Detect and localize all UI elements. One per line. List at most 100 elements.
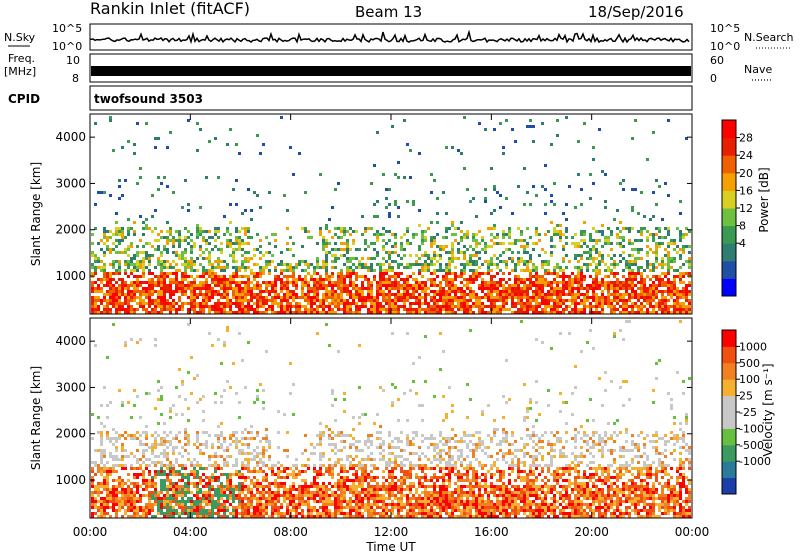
heatmap-cell: [193, 476, 196, 479]
heatmap-cell: [406, 296, 409, 299]
heatmap-cell: [298, 494, 301, 497]
heatmap-cell: [277, 485, 280, 488]
heatmap-cell: [484, 248, 487, 251]
heatmap-cell: [169, 287, 172, 290]
heatmap-cell: [217, 479, 220, 482]
heatmap-cell: [175, 491, 178, 494]
nave-tick-bottom: 0: [710, 72, 717, 85]
heatmap-cell: [415, 302, 418, 305]
heatmap-cell: [526, 263, 529, 266]
heatmap-cell: [166, 275, 169, 278]
heatmap-cell: [313, 494, 316, 497]
heatmap-cell: [547, 272, 550, 275]
heatmap-cell: [562, 278, 565, 281]
heatmap-cell: [343, 263, 346, 266]
heatmap-cell: [211, 308, 214, 311]
heatmap-cell: [622, 287, 625, 290]
heatmap-cell: [517, 308, 520, 311]
heatmap-cell: [316, 434, 319, 437]
heatmap-cell: [544, 212, 547, 215]
heatmap-cell: [688, 305, 691, 308]
heatmap-cell: [244, 464, 247, 467]
heatmap-cell: [160, 296, 163, 299]
heatmap-cell: [493, 299, 496, 302]
heatmap-cell: [130, 293, 133, 296]
heatmap-cell: [613, 254, 616, 257]
heatmap-cell: [442, 278, 445, 281]
heatmap-cell: [682, 305, 685, 308]
heatmap-cell: [208, 242, 211, 245]
heatmap-cell: [574, 287, 577, 290]
heatmap-cell: [376, 299, 379, 302]
heatmap-cell: [289, 290, 292, 293]
heatmap-cell: [262, 512, 265, 515]
heatmap-cell: [205, 497, 208, 500]
heatmap-cell: [298, 296, 301, 299]
heatmap-cell: [454, 311, 457, 314]
heatmap-cell: [163, 284, 166, 287]
heatmap-cell: [199, 452, 202, 455]
heatmap-cell: [232, 440, 235, 443]
heatmap-cell: [151, 272, 154, 275]
heatmap-cell: [466, 263, 469, 266]
heatmap-cell: [466, 299, 469, 302]
heatmap-cell: [280, 284, 283, 287]
heatmap-cell: [553, 287, 556, 290]
heatmap-cell: [160, 503, 163, 506]
heatmap-cell: [379, 293, 382, 296]
heatmap-cell: [388, 251, 391, 254]
heatmap-cell: [229, 476, 232, 479]
heatmap-cell: [172, 290, 175, 293]
heatmap-cell: [142, 455, 145, 458]
heatmap-cell: [109, 488, 112, 491]
heatmap-cell: [130, 494, 133, 497]
heatmap-cell: [94, 290, 97, 293]
heatmap-cell: [388, 296, 391, 299]
heatmap-cell: [187, 311, 190, 314]
heatmap-cell: [91, 242, 94, 245]
heatmap-cell: [577, 311, 580, 314]
heatmap-cell: [523, 302, 526, 305]
heatmap-cell: [637, 239, 640, 242]
heatmap-cell: [310, 287, 313, 290]
heatmap-cell: [241, 302, 244, 305]
heatmap-cell: [631, 293, 634, 296]
heatmap-cell: [202, 443, 205, 446]
heatmap-cell: [517, 290, 520, 293]
heatmap-cell: [115, 245, 118, 248]
heatmap-cell: [490, 284, 493, 287]
heatmap-cell: [457, 296, 460, 299]
heatmap-cell: [112, 500, 115, 503]
heatmap-cell: [658, 263, 661, 266]
heatmap-cell: [169, 311, 172, 314]
heatmap-cell: [313, 515, 316, 518]
heatmap-cell: [424, 296, 427, 299]
heatmap-cell: [673, 260, 676, 263]
heatmap-cell: [682, 272, 685, 275]
heatmap-cell: [304, 311, 307, 314]
heatmap-cell: [460, 308, 463, 311]
heatmap-cell: [226, 461, 229, 464]
heatmap-cell: [349, 296, 352, 299]
heatmap-cell: [547, 302, 550, 305]
heatmap-cell: [331, 272, 334, 275]
heatmap-cell: [259, 494, 262, 497]
heatmap-cell: [157, 245, 160, 248]
heatmap-cell: [307, 458, 310, 461]
heatmap-cell: [436, 197, 439, 200]
heatmap-cell: [139, 458, 142, 461]
heatmap-cell: [541, 278, 544, 281]
heatmap-cell: [475, 305, 478, 308]
heatmap-cell: [535, 311, 538, 314]
heatmap-cell: [301, 245, 304, 248]
heatmap-cell: [217, 512, 220, 515]
heatmap-cell: [523, 290, 526, 293]
heatmap-cell: [103, 305, 106, 308]
heatmap-cell: [412, 272, 415, 275]
heatmap-cell: [376, 302, 379, 305]
heatmap-cell: [370, 287, 373, 290]
heatmap-cell: [307, 299, 310, 302]
heatmap-cell: [430, 311, 433, 314]
heatmap-cell: [631, 227, 634, 230]
heatmap-cell: [538, 254, 541, 257]
